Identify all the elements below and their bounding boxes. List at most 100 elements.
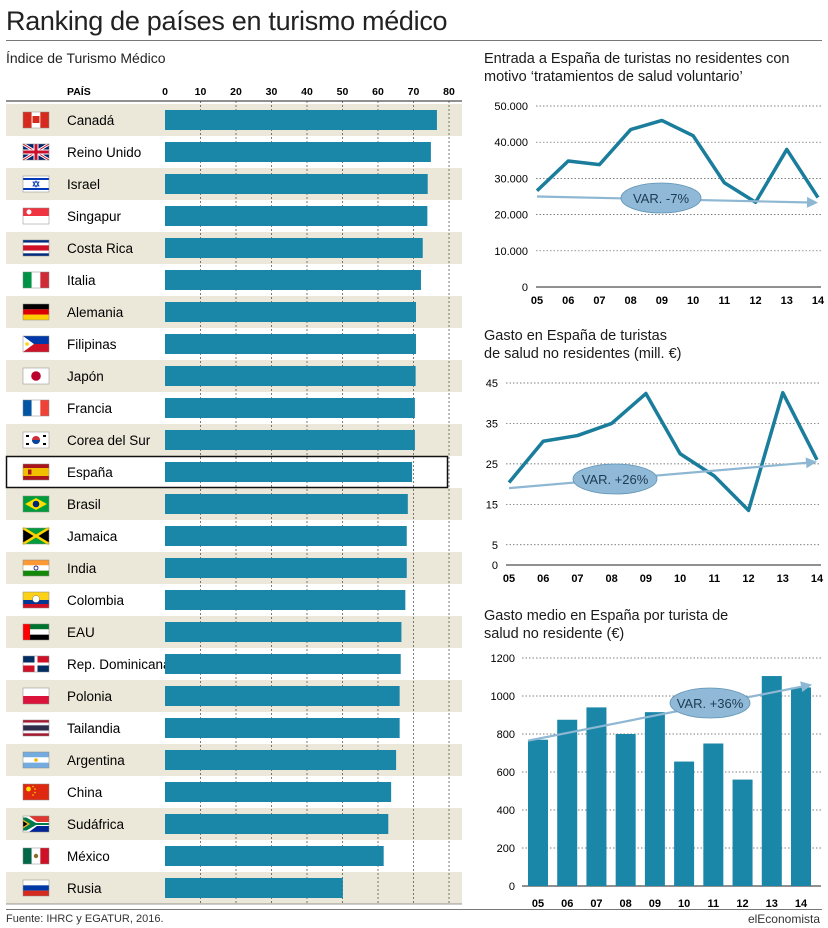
y-tick-label: 20.000 <box>494 210 528 222</box>
column-header-country: PAÍS <box>67 85 91 98</box>
x-tick-label: 10 <box>687 295 699 307</box>
flag-jamaica-icon <box>22 526 50 546</box>
x-tick-label: 40 <box>301 86 313 98</box>
x-tick-label: 12 <box>749 295 761 307</box>
y-tick-label: 200 <box>497 843 515 855</box>
y-tick-label: 30.000 <box>494 173 528 185</box>
flag-canada-icon <box>22 111 50 129</box>
bar <box>165 206 428 226</box>
country-label: Corea del Sur <box>67 433 151 448</box>
flag-south-africa-icon <box>22 815 50 833</box>
bar <box>165 846 384 866</box>
bar <box>674 761 695 886</box>
country-label: Brasil <box>67 497 101 512</box>
y-tick-label: 1000 <box>491 691 515 703</box>
flag-dominican-republic-icon <box>22 655 50 673</box>
y-tick-label: 400 <box>497 805 515 817</box>
country-label: Sudáfrica <box>67 817 125 832</box>
y-tick-label: 40.000 <box>494 137 528 149</box>
country-label: Singapur <box>67 209 122 224</box>
country-label: Francia <box>67 401 113 416</box>
flag-japan-icon <box>22 367 50 385</box>
bar <box>761 676 782 886</box>
country-label: India <box>67 561 97 576</box>
bar <box>165 334 416 354</box>
bar <box>165 622 402 642</box>
trend-line <box>527 685 805 742</box>
flag-germany-icon <box>22 303 50 321</box>
source-note: Fuente: IHRC y EGATUR, 2016. <box>6 913 164 925</box>
country-label: Canadá <box>67 113 115 128</box>
bar <box>165 238 423 258</box>
brand-logo: elEconomista <box>747 912 820 926</box>
country-label: Costa Rica <box>67 241 134 256</box>
highlight-box <box>5 455 449 489</box>
country-label: México <box>67 849 110 864</box>
x-tick-label: 12 <box>742 573 754 585</box>
flag-spain-icon <box>22 463 50 481</box>
ranking-subtitle: Índice de Turismo Médico <box>6 50 166 66</box>
country-label: Japón <box>67 369 104 384</box>
series-line <box>535 118 820 205</box>
x-tick-label: 20 <box>230 86 242 98</box>
bar <box>557 719 578 886</box>
trend-arrowhead <box>805 457 817 469</box>
country-label: Rep. Dominicana <box>67 657 171 672</box>
bar <box>791 687 811 886</box>
bar <box>165 718 400 738</box>
country-label: Colombia <box>67 593 125 608</box>
y-tick-label: 800 <box>497 729 515 741</box>
variation-label: VAR. -7% <box>633 191 690 206</box>
x-tick-label: 05 <box>531 295 543 307</box>
x-tick-label: 70 <box>408 86 420 98</box>
x-tick-label: 06 <box>537 573 549 585</box>
variation-label: VAR. +36% <box>677 696 744 711</box>
trend-line <box>508 461 810 490</box>
x-tick-label: 09 <box>656 295 668 307</box>
x-tick-label: 14 <box>811 573 824 585</box>
bar <box>165 366 416 386</box>
variation-badge <box>572 463 658 495</box>
y-tick-label: 0 <box>522 282 528 294</box>
flag-singapore-icon <box>22 207 50 225</box>
country-label: España <box>67 465 113 480</box>
bar <box>165 590 406 610</box>
y-tick-label: 0 <box>509 881 515 893</box>
country-label: EAU <box>67 625 95 640</box>
bar <box>528 739 548 886</box>
flag-india-icon <box>22 559 50 577</box>
footer-divider <box>6 909 822 910</box>
bar <box>165 526 407 546</box>
x-tick-label: 07 <box>593 295 605 307</box>
bar <box>165 302 416 322</box>
x-tick-label: 09 <box>640 573 652 585</box>
country-label: Alemania <box>67 305 124 320</box>
country-label: Israel <box>67 177 100 192</box>
x-tick-label: 13 <box>781 295 793 307</box>
flag-uae-icon <box>22 623 50 641</box>
x-tick-label: 08 <box>625 295 637 307</box>
bar <box>165 878 343 898</box>
bar <box>165 654 401 674</box>
bar <box>165 750 397 770</box>
variation-badge <box>620 182 702 214</box>
bar <box>586 707 607 886</box>
y-tick-label: 1200 <box>491 653 515 665</box>
bar <box>165 494 408 514</box>
y-tick-label: 35 <box>486 418 498 430</box>
bar <box>165 398 415 418</box>
trend-arrowhead <box>800 681 812 693</box>
spending-chart-title: Gasto en España de turistas de salud no … <box>484 328 682 362</box>
bar <box>165 558 407 578</box>
bar <box>165 174 428 194</box>
flag-argentina-icon <box>22 751 50 769</box>
flag-philippines-icon <box>22 335 50 353</box>
x-tick-label: 07 <box>571 573 583 585</box>
bar <box>165 462 413 482</box>
bar <box>165 110 437 130</box>
flag-colombia-icon <box>22 591 50 609</box>
country-label: Argentina <box>67 753 125 768</box>
y-tick-label: 50.000 <box>494 101 528 113</box>
bar <box>165 814 389 834</box>
x-tick-label: 60 <box>372 86 384 98</box>
